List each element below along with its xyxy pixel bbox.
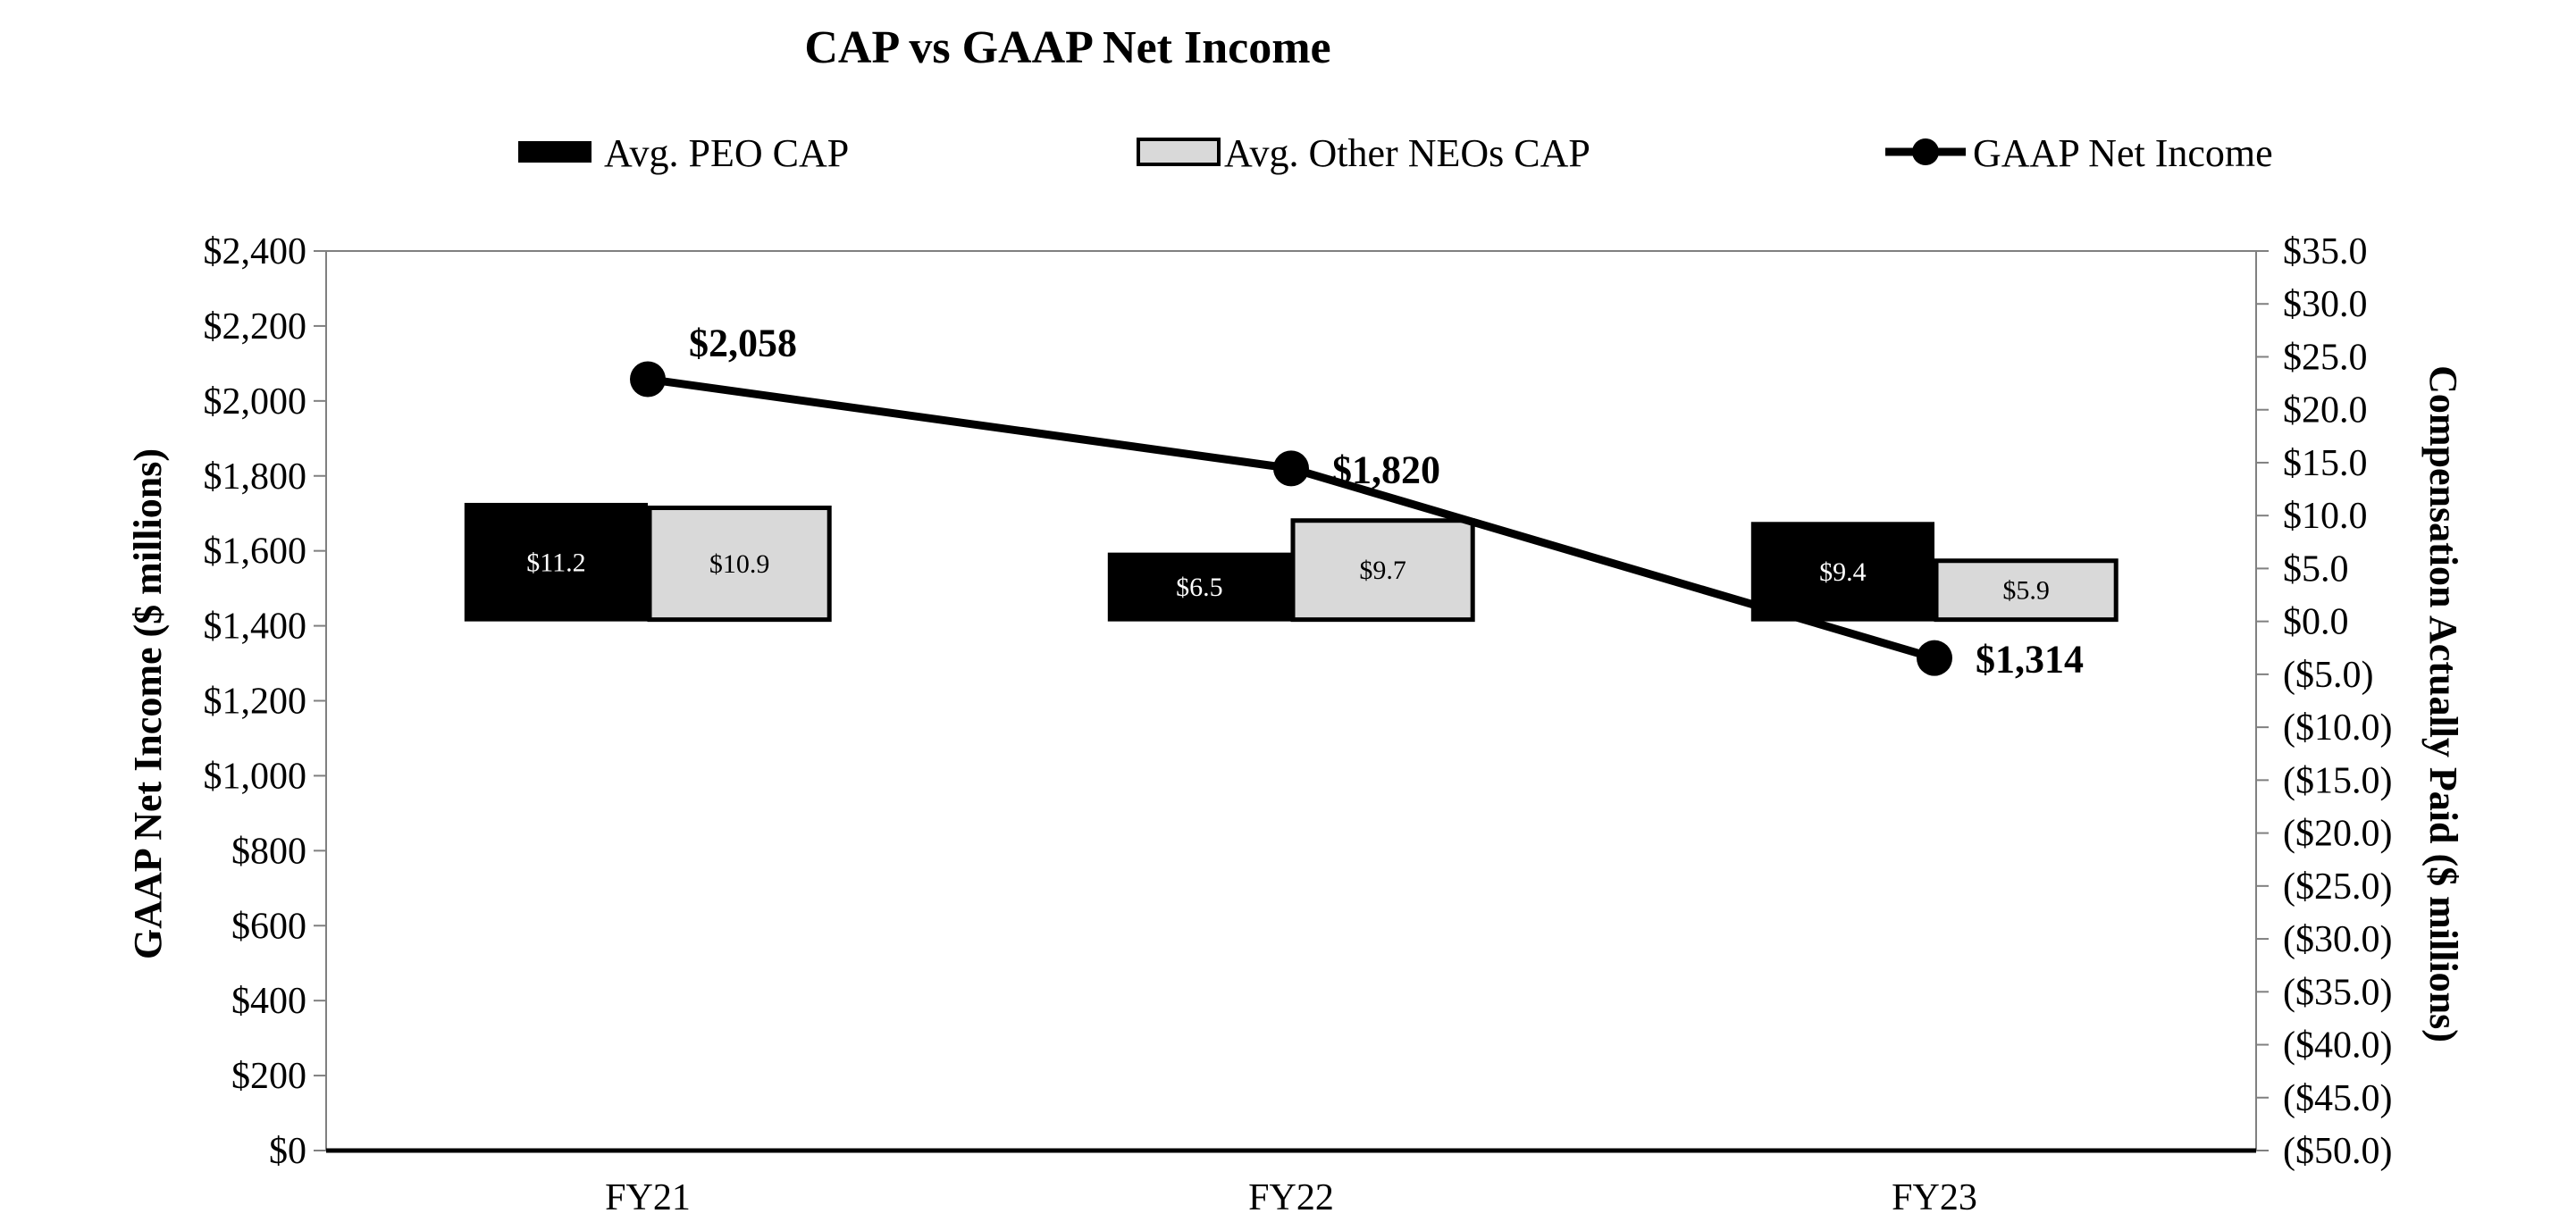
gaap-data-label: $1,820	[1332, 448, 1440, 491]
bar-peo	[1107, 552, 1291, 622]
right-tick-label: $5.0	[2283, 548, 2349, 590]
bar-label-peo: $9.4	[1819, 557, 1867, 587]
right-tick-label: $15.0	[2283, 443, 2368, 484]
x-tick-label: FY21	[605, 1177, 691, 1218]
legend-label-peo: Avg. PEO CAP	[604, 131, 849, 175]
right-axis-title: Compensation Actually Paid ($ millions)	[2421, 365, 2465, 1042]
right-tick-label: ($30.0)	[2283, 919, 2392, 960]
left-tick-label: $2,400	[204, 231, 307, 272]
right-tick-label: ($45.0)	[2283, 1078, 2392, 1119]
gaap-data-label: $1,314	[1976, 638, 2084, 682]
right-tick-label: ($35.0)	[2283, 972, 2392, 1013]
bar-label-peo: $11.2	[526, 548, 585, 577]
left-tick-label: $1,400	[204, 607, 307, 648]
right-tick-label: ($40.0)	[2283, 1025, 2392, 1067]
right-tick-label: $30.0	[2283, 284, 2368, 325]
right-tick-label: $10.0	[2283, 496, 2368, 537]
right-tick-label: $20.0	[2283, 390, 2368, 431]
x-tick-label: FY22	[1248, 1177, 1334, 1218]
left-tick-label: $2,000	[204, 381, 307, 423]
legend-label-gaap: GAAP Net Income	[1973, 131, 2273, 175]
bar-neo	[647, 506, 832, 623]
gaap-point	[1273, 450, 1309, 487]
left-tick-label: $0	[269, 1131, 306, 1172]
left-tick-label: $1,000	[204, 756, 307, 797]
gaap-data-label: $2,058	[689, 321, 797, 364]
right-tick-label: ($20.0)	[2283, 814, 2392, 855]
right-tick-label: $35.0	[2283, 231, 2368, 272]
chart-title: CAP vs GAAP Net Income	[804, 22, 1330, 73]
bar-label-neo: $10.9	[709, 549, 770, 579]
left-axis-title: GAAP Net Income ($ millions)	[126, 448, 170, 959]
gaap-point	[1917, 640, 1952, 676]
right-tick-label: ($10.0)	[2283, 707, 2392, 749]
legend-label-neo: Avg. Other NEOs CAP	[1224, 131, 1590, 175]
bar-peo	[1750, 522, 1934, 622]
legend: Avg. PEO CAP Avg. Other NEOs CAP GAAP Ne…	[518, 131, 2273, 175]
left-tick-label: $1,600	[204, 531, 307, 573]
legend-marker-gaap	[1912, 138, 1939, 165]
right-tick-label: $25.0	[2283, 337, 2368, 378]
right-tick-label: ($50.0)	[2283, 1131, 2392, 1172]
left-tick-label: $1,200	[204, 682, 307, 723]
left-tick-label: $600	[231, 906, 306, 947]
left-tick-label: $800	[231, 831, 306, 872]
left-tick-label: $1,800	[204, 456, 307, 498]
bar-label-peo: $6.5	[1176, 573, 1223, 602]
left-tick-label: $400	[231, 981, 306, 1022]
bar-peo	[464, 502, 648, 622]
bar-neo	[1290, 518, 1475, 623]
right-tick-label: $0.0	[2283, 602, 2349, 643]
left-tick-label: $2,200	[204, 306, 307, 347]
left-tick-label: $200	[231, 1056, 306, 1097]
bar-neo	[1934, 558, 2119, 623]
bar-label-neo: $9.7	[1359, 556, 1406, 585]
plot-area: $0 $200 $400 $600 $800 $1,000 $1,200 $1,400 $1,6…	[204, 231, 2393, 1218]
gaap-point	[630, 361, 666, 398]
right-tick-label: ($5.0)	[2283, 655, 2373, 696]
legend-swatch-peo	[518, 141, 592, 163]
right-tick-label: ($15.0)	[2283, 760, 2392, 801]
legend-swatch-neo	[1137, 138, 1221, 166]
bar-label-neo: $5.9	[2002, 576, 2050, 606]
right-tick-label: ($25.0)	[2283, 866, 2392, 908]
x-tick-label: FY23	[1892, 1177, 1977, 1218]
